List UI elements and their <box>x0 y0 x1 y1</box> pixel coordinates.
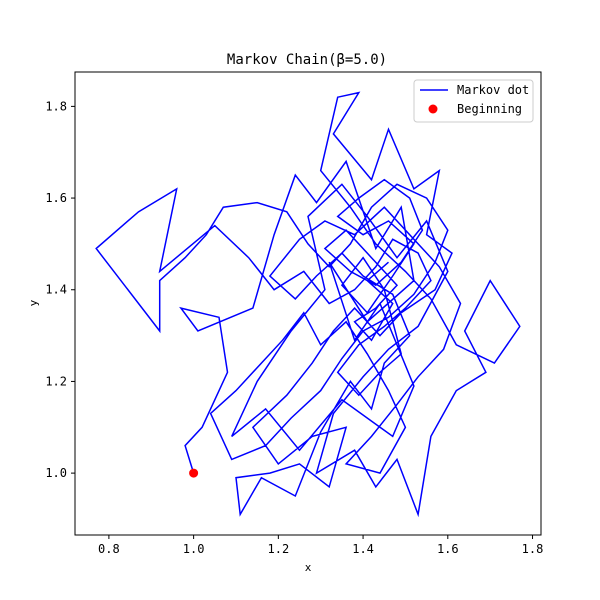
beginning-point <box>189 468 199 478</box>
x-tick-label: 1.2 <box>268 542 290 556</box>
x-tick-label: 0.8 <box>98 542 120 556</box>
y-tick-label: 1.0 <box>45 466 67 480</box>
start-point-layer <box>189 468 199 478</box>
x-tick-label: 1.6 <box>437 542 459 556</box>
y-axis-label: y <box>27 299 40 306</box>
legend-label-markov-dot: Markov dot <box>457 83 529 97</box>
x-axis: 0.8 1.0 1.2 1.4 1.6 1.8 <box>98 535 543 556</box>
x-tick-label: 1.0 <box>183 542 205 556</box>
y-tick-label: 1.2 <box>45 374 67 388</box>
legend-label-beginning: Beginning <box>457 102 522 116</box>
x-tick-label: 1.4 <box>352 542 374 556</box>
axes-frame <box>74 71 542 536</box>
legend: Markov dot Beginning <box>413 79 534 123</box>
y-axis: 1.0 1.2 1.4 1.6 1.8 <box>45 99 75 480</box>
legend-marker-swatch <box>428 104 438 114</box>
chart-title: Markov Chain(β=5.0) <box>227 52 387 68</box>
x-tick-label: 1.8 <box>522 542 544 556</box>
plot-area-lines <box>95 91 521 518</box>
y-tick-label: 1.4 <box>45 283 67 297</box>
y-tick-label: 1.6 <box>45 191 67 205</box>
series-line-markov-dot <box>95 91 521 518</box>
y-tick-label: 1.8 <box>45 99 67 113</box>
x-axis-label: x <box>305 561 312 574</box>
